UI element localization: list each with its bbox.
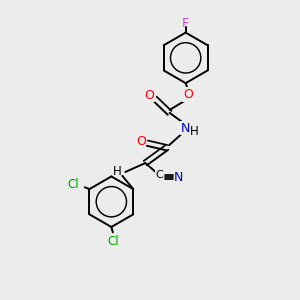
Text: C: C	[155, 170, 163, 180]
Text: N: N	[181, 122, 190, 135]
Text: O: O	[145, 88, 154, 101]
Text: Cl: Cl	[108, 235, 119, 248]
Text: F: F	[182, 16, 189, 30]
Text: O: O	[136, 135, 146, 148]
Text: H: H	[113, 166, 122, 178]
Text: H: H	[190, 125, 199, 138]
Text: Cl: Cl	[67, 178, 79, 191]
Text: N: N	[174, 171, 183, 184]
Text: O: O	[183, 88, 193, 101]
